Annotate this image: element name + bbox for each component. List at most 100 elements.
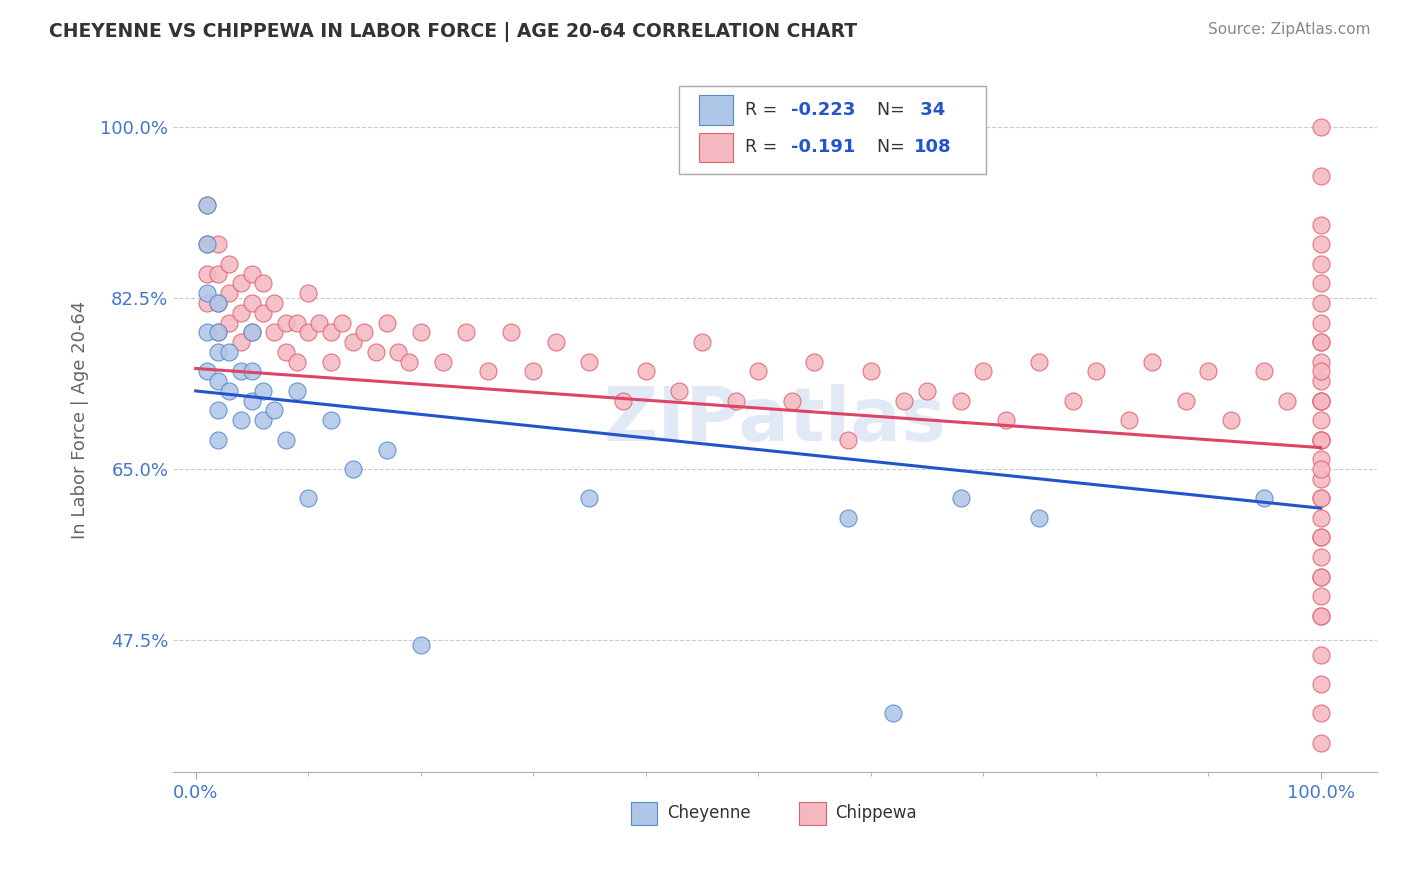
Point [240,326,263,340]
Point [240,364,263,378]
Point [612,393,634,408]
Point [240,296,263,310]
Point [195,237,218,252]
Point [1309,608,1331,623]
Point [195,198,218,212]
Bar [699,95,733,125]
Point [1309,569,1331,583]
Point [274,433,297,447]
Point [578,491,600,506]
Point [1197,364,1219,378]
Point [1309,433,1331,447]
Point [218,344,240,359]
Point [308,316,330,330]
Point [949,393,972,408]
Point [195,267,218,281]
Point [195,296,218,310]
Point [1309,472,1331,486]
Point [893,393,915,408]
FancyBboxPatch shape [679,87,986,174]
Point [1309,393,1331,408]
Point [240,393,263,408]
Point [195,364,218,378]
Point [195,237,218,252]
Bar [699,133,733,162]
Point [207,296,229,310]
Point [240,267,263,281]
Point [1309,569,1331,583]
Point [994,413,1017,427]
Text: 108: 108 [914,138,950,156]
Point [342,462,364,476]
Point [1309,491,1331,506]
Point [207,374,229,388]
Point [398,354,420,368]
Text: Source: ZipAtlas.com: Source: ZipAtlas.com [1208,22,1371,37]
Y-axis label: In Labor Force | Age 20-64: In Labor Force | Age 20-64 [72,301,89,540]
Point [1309,335,1331,350]
Point [747,364,769,378]
Point [432,354,454,368]
Point [229,277,252,291]
Point [634,364,657,378]
Point [229,306,252,320]
Point [1309,531,1331,545]
Point [803,354,825,368]
Point [375,442,398,457]
Point [240,326,263,340]
Point [274,344,297,359]
Point [218,286,240,301]
Text: ZIPatlas: ZIPatlas [603,384,946,457]
Point [195,326,218,340]
Point [837,511,859,525]
Point [285,384,308,398]
Point [297,491,319,506]
Point [207,237,229,252]
Point [1309,374,1331,388]
Point [544,335,567,350]
Point [218,316,240,330]
Point [195,286,218,301]
Point [1062,393,1084,408]
Point [207,433,229,447]
Point [353,326,375,340]
Point [1309,316,1331,330]
Point [1309,296,1331,310]
Point [207,296,229,310]
Point [195,198,218,212]
Point [1309,393,1331,408]
Point [207,403,229,417]
Point [454,326,477,340]
Point [252,306,274,320]
Point [330,316,353,330]
Point [364,344,387,359]
Point [522,364,544,378]
Point [578,354,600,368]
Text: Chippewa: Chippewa [835,805,917,822]
Point [499,326,522,340]
Point [342,335,364,350]
Point [387,344,409,359]
Point [409,326,432,340]
Point [252,384,274,398]
Point [668,384,690,398]
Point [1309,589,1331,603]
Text: R =: R = [745,138,783,156]
Point [1309,433,1331,447]
Text: N=: N= [877,138,911,156]
Point [1309,354,1331,368]
Point [274,316,297,330]
Point [218,384,240,398]
Point [1309,608,1331,623]
Text: Cheyenne: Cheyenne [666,805,751,822]
Bar [631,802,657,825]
Point [319,354,342,368]
Point [285,316,308,330]
Point [1118,413,1140,427]
Point [1140,354,1163,368]
Point [1309,120,1331,135]
Point [409,638,432,652]
Point [1309,706,1331,721]
Text: N=: N= [877,101,911,119]
Point [1309,364,1331,378]
